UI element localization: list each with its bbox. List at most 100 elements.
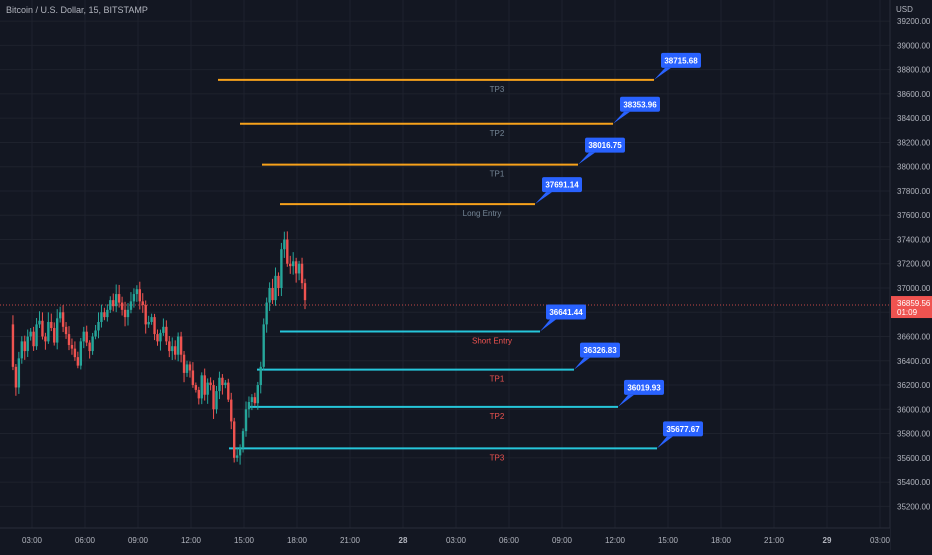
candle-body <box>168 341 171 352</box>
level-label: TP1 <box>490 170 505 179</box>
time-tick-label: 18:00 <box>287 536 308 545</box>
callout-box <box>663 421 703 437</box>
candle-body <box>238 448 242 456</box>
candle-body <box>227 382 230 400</box>
price-tick-label: 39000.00 <box>897 41 931 50</box>
time-axis[interactable]: 03:00 06:00 09:00 12:00 15:00 18:00 21:00 28 03:… <box>0 527 891 550</box>
price-tick-label: 37600.00 <box>897 211 931 220</box>
candle-body <box>14 366 18 388</box>
candle-body <box>126 309 130 318</box>
price-tick-label: 39200.00 <box>897 17 931 26</box>
last-price-badge-bg <box>891 296 932 319</box>
candle-body <box>106 309 109 318</box>
callout-box <box>624 379 664 395</box>
level-callout[interactable]: 35677.67 <box>657 421 703 449</box>
candle-body <box>103 312 106 318</box>
candle-body <box>17 358 21 388</box>
candle-body <box>179 336 183 355</box>
price-tick-label: 36600.00 <box>897 333 931 342</box>
candle-body <box>129 301 133 310</box>
callout-box <box>546 304 586 320</box>
candle-body <box>70 345 74 349</box>
candle-body <box>274 275 277 301</box>
target-levels: TP3 TP2 TP1 Long Entry Short Entry TP1 TP2 TP3 <box>218 78 657 462</box>
time-tick-label: 09:00 <box>128 536 149 545</box>
callout-price: 36641.44 <box>549 308 583 317</box>
candle-body <box>29 331 32 337</box>
time-tick-label: 18:00 <box>711 536 732 545</box>
candle-body <box>61 312 65 327</box>
candle-body <box>268 288 271 303</box>
price-tick-label: 38400.00 <box>897 114 931 123</box>
candle-body <box>185 364 189 373</box>
price-tick-label: 37000.00 <box>897 284 931 293</box>
callout-pointer <box>618 394 634 407</box>
candle-body <box>294 261 298 274</box>
candle-body <box>206 382 209 395</box>
price-tick-label: 37800.00 <box>897 187 931 196</box>
candle-countdown: 01:09 <box>897 308 918 317</box>
callout-box <box>580 342 620 358</box>
callout-pointer <box>540 319 556 332</box>
level-callout[interactable]: 36326.83 <box>574 342 620 370</box>
candle-body <box>123 309 127 318</box>
level-callout[interactable]: 36641.44 <box>540 304 586 332</box>
time-tick-label: 21:00 <box>764 536 785 545</box>
level-callout[interactable]: 36019.93 <box>618 379 664 407</box>
callout-price: 38353.96 <box>623 100 657 109</box>
last-price-value: 36859.56 <box>897 299 931 308</box>
candle-body <box>35 324 38 347</box>
level-label: TP3 <box>490 85 505 94</box>
candle-body <box>159 332 162 342</box>
candle-body <box>44 336 47 342</box>
candle-body <box>191 370 195 386</box>
candle-body <box>230 399 233 422</box>
candle-body <box>58 312 62 319</box>
candle-body <box>32 331 35 347</box>
candle-body <box>115 294 118 307</box>
candle-body <box>244 409 248 432</box>
level-label: Short Entry <box>472 336 512 345</box>
callout-pointer <box>535 192 552 205</box>
candle-body <box>203 375 206 395</box>
candle-body <box>67 334 71 346</box>
level-label: TP1 <box>490 375 505 384</box>
candle-body <box>286 239 289 264</box>
level-callout[interactable]: 38016.75 <box>578 137 625 165</box>
candle-body <box>289 263 292 267</box>
price-tick-label: 36000.00 <box>897 405 931 414</box>
candle-body <box>221 377 224 386</box>
candle-body <box>88 342 91 352</box>
level-callout[interactable]: 38353.96 <box>613 96 660 124</box>
candle-body <box>215 391 218 410</box>
candle-body <box>147 321 150 325</box>
price-tick-label: 37400.00 <box>897 235 931 244</box>
time-tick-label: 15:00 <box>658 536 679 545</box>
time-tick-label: 21:00 <box>340 536 361 545</box>
candle-body <box>144 304 147 325</box>
candle-body <box>188 364 192 371</box>
level-label: TP2 <box>490 129 505 138</box>
candle-body <box>73 348 77 358</box>
price-tick-label: 36400.00 <box>897 357 931 366</box>
price-tick-label: 38600.00 <box>897 90 931 99</box>
price-tick-label: 38800.00 <box>897 66 931 75</box>
time-axis-bg <box>0 528 890 550</box>
time-tick-label: 15:00 <box>234 536 255 545</box>
level-callout[interactable]: 37691.14 <box>535 177 582 205</box>
candle-body <box>182 354 186 373</box>
candle-body <box>250 397 254 403</box>
candle-body <box>117 294 121 303</box>
level-callout[interactable]: 38715.68 <box>654 52 701 80</box>
candle-body <box>82 331 85 342</box>
candle-body <box>156 334 159 342</box>
candle-body <box>50 321 53 329</box>
callout-pointer <box>574 357 590 370</box>
symbol-title: Bitcoin / U.S. Dollar, 15, BITSTAMP <box>6 5 148 15</box>
price-axis[interactable]: 39200.00 39000.00 38800.00 38600.00 38400.00… <box>889 0 932 550</box>
time-tick-label: 12:00 <box>605 536 626 545</box>
callout-price: 37691.14 <box>545 181 579 190</box>
level-label: TP3 <box>490 453 505 462</box>
